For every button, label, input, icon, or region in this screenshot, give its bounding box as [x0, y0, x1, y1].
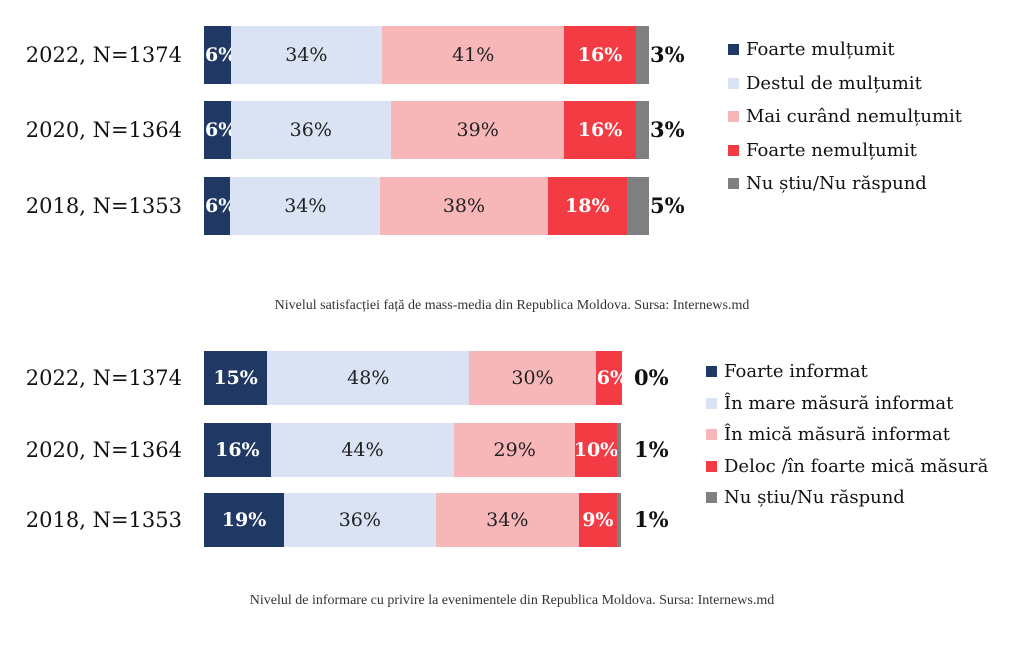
bar-segment-destul-de-multumit: 34% — [230, 177, 381, 235]
legend-item-destul-de-multumit: Destul de mulțumit — [728, 73, 922, 94]
bar-segment-foarte-multumit: 6% — [204, 101, 236, 159]
bar-segment-foarte-nemultumit: 16% — [564, 26, 636, 84]
bar-segment-nu-stiu-nu-raspund — [626, 177, 649, 235]
row-label: 2018, N=1353 — [25, 508, 182, 532]
row-label: 2018, N=1353 — [25, 194, 182, 218]
legend-item-in-mica-masura-informat: În mică măsură informat — [706, 424, 950, 445]
bar-segment-nu-stiu-nu-raspund — [616, 493, 621, 547]
legend-swatch — [706, 366, 717, 377]
legend-item-in-mare-masura-informat: În mare măsură informat — [706, 393, 953, 414]
bar-segment-mai-curand-nemultumit: 39% — [390, 101, 565, 159]
chart-caption-information: Nivelul de informare cu privire la eveni… — [249, 593, 775, 608]
bar-segment-deloc-in-foarte-mica-masura: 10% — [574, 423, 618, 477]
bar-segment-foarte-multumit: 6% — [204, 26, 236, 84]
bar-segment-in-mare-masura-informat: 48% — [267, 351, 470, 405]
legend-swatch — [728, 77, 739, 89]
bar-segment-destul-de-multumit: 34% — [230, 26, 382, 84]
legend-item-deloc-in-foarte-mica-masura: Deloc /în foarte mică măsură — [706, 456, 988, 477]
bar-segment-foarte-multumit: 6% — [204, 177, 236, 235]
bar-segment-in-mare-masura-informat: 36% — [284, 493, 436, 547]
stacked-bar: 15% 48% 30% 6% — [204, 351, 628, 405]
legend-swatch — [728, 178, 739, 189]
legend-swatch — [706, 460, 717, 472]
legend-label: Mai curând nemulțumit — [746, 106, 963, 127]
bar-segment-deloc-in-foarte-mica-masura: 6% — [595, 351, 628, 405]
bar-segment-foarte-informat: 15% — [204, 351, 268, 405]
legend-label: Foarte mulțumit — [746, 39, 895, 60]
bar-segment-in-mica-masura-informat: 29% — [454, 423, 576, 477]
legend-swatch — [706, 492, 717, 503]
bar-segment-in-mica-masura-informat: 34% — [435, 493, 579, 547]
legend-label: În mică măsură informat — [724, 424, 950, 445]
bar-segment-foarte-informat: 16% — [204, 423, 271, 477]
bar-segment-mai-curand-nemultumit: 41% — [382, 26, 565, 84]
legend-swatch — [728, 144, 739, 156]
bar-segment-foarte-nemultumit: 16% — [564, 101, 636, 159]
legend-swatch — [706, 429, 717, 440]
stacked-bar: 16% 44% 29% 10% — [204, 423, 621, 477]
stacked-bar: 6% 36% 39% 16% — [204, 101, 649, 159]
legend-label: În mare măsură informat — [724, 392, 954, 414]
legend-swatch — [706, 397, 717, 409]
bar-segment-mai-curand-nemultumit: 38% — [380, 177, 548, 235]
legend-label: Foarte nemulțumit — [746, 139, 917, 161]
outside-data-label: 3% — [650, 117, 685, 142]
bar-segment-foarte-nemultumit: 18% — [547, 177, 627, 235]
row-label: 2020, N=1364 — [25, 438, 182, 462]
row-label: 2022, N=1374 — [25, 366, 182, 390]
legend-item-foarte-nemultumit: Foarte nemulțumit — [728, 140, 917, 161]
information-chart: 2022, N=1374 15% 48% 30% 6% 0% 2020, N=1364 16%… — [0, 340, 1024, 560]
bar-segment-in-mare-masura-informat: 44% — [270, 423, 455, 477]
bar-segment-nu-stiu-nu-raspund — [616, 423, 621, 477]
bar-segment-foarte-informat: 19% — [204, 493, 285, 547]
bar-segment-destul-de-multumit: 36% — [230, 101, 391, 159]
row-label: 2020, N=1364 — [25, 118, 182, 142]
outside-data-label: 1% — [634, 437, 669, 462]
stacked-bar: 6% 34% 41% 16% — [204, 26, 649, 84]
legend-item-nu-stiu-nu-raspund: Nu știu/Nu răspund — [706, 487, 905, 508]
legend-label: Nu știu/Nu răspund — [746, 173, 927, 194]
legend-swatch — [728, 44, 739, 55]
legend-item-foarte-informat: Foarte informat — [706, 361, 868, 382]
legend-label: Nu știu/Nu răspund — [724, 487, 905, 508]
outside-data-label: 5% — [650, 193, 685, 218]
legend-swatch — [728, 111, 739, 122]
outside-data-label: 1% — [634, 507, 669, 532]
satisfaction-chart: 2022, N=1374 6% 34% 41% 16% 3% 2020, N=1364 6% 3… — [0, 0, 1024, 250]
legend-item-mai-curand-nemultumit: Mai curând nemulțumit — [728, 106, 962, 127]
outside-data-label: 0% — [634, 365, 669, 390]
legend-label: Deloc /în foarte mică măsură — [724, 455, 989, 477]
bar-segment-nu-stiu-nu-raspund — [635, 101, 649, 159]
legend-item-foarte-multumit: Foarte mulțumit — [728, 39, 895, 60]
legend-item-nu-stiu-nu-raspund: Nu știu/Nu răspund — [728, 173, 927, 194]
bar-segment-deloc-in-foarte-mica-masura: 9% — [578, 493, 617, 547]
chart-caption-satisfaction: Nivelul satisfacției față de mass-media … — [274, 298, 750, 313]
outside-data-label: 3% — [650, 42, 685, 67]
legend-label: Foarte informat — [724, 361, 868, 382]
stacked-bar: 6% 34% 38% 18% — [204, 177, 649, 235]
stacked-bar: 19% 36% 34% 9% — [204, 493, 621, 547]
bar-segment-in-mica-masura-informat: 30% — [469, 351, 596, 405]
legend-label: Destul de mulțumit — [746, 72, 922, 94]
row-label: 2022, N=1374 — [25, 43, 182, 67]
bar-segment-nu-stiu-nu-raspund — [635, 26, 649, 84]
